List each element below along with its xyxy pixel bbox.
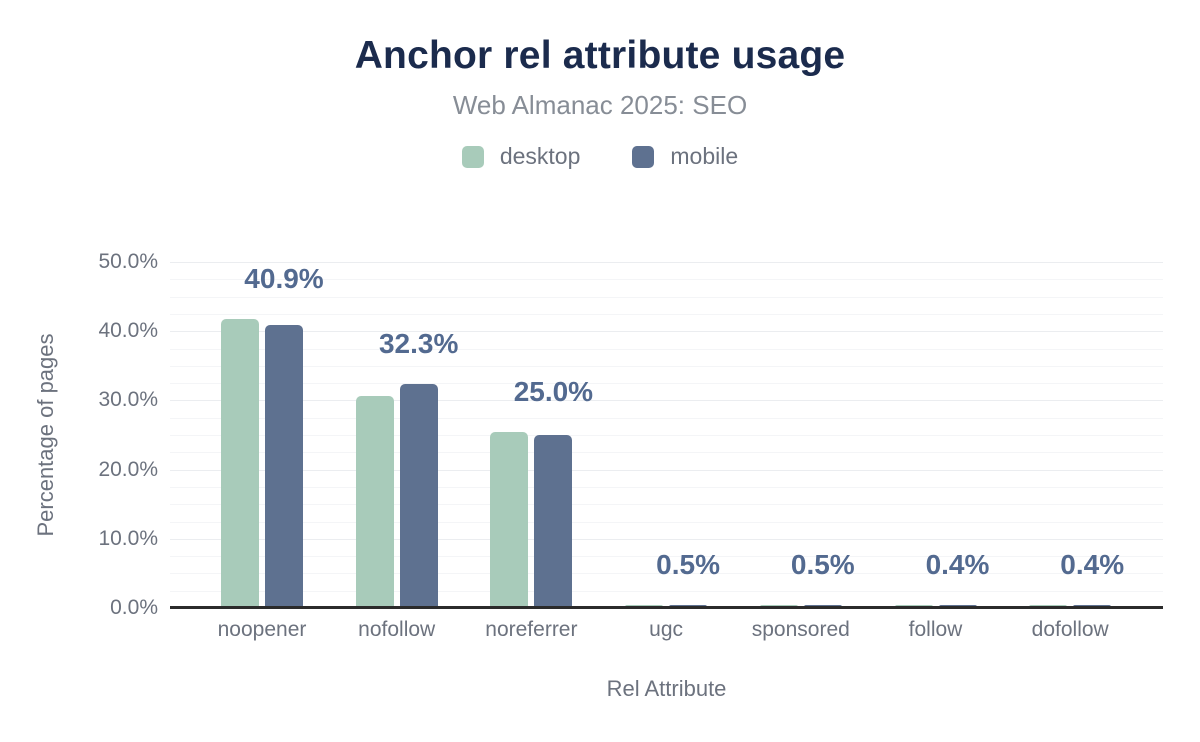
- x-tick-label-dofollow: dofollow: [1031, 618, 1109, 641]
- bar-desktop-nofollow: [355, 396, 394, 608]
- y-axis-title: Percentage of pages: [33, 333, 58, 537]
- y-tick-label: 40.0%: [98, 319, 158, 343]
- y-tick-label: 20.0%: [98, 457, 158, 481]
- gridline-minor: [170, 417, 1163, 419]
- x-tick-label-noopener: noopener: [217, 618, 307, 641]
- bar-desktop-noreferrer: [490, 431, 529, 608]
- gridline-minor: [170, 556, 1163, 558]
- chart-legend: desktop mobile: [0, 143, 1200, 170]
- gridline-minor: [170, 383, 1163, 385]
- y-tick-label: 50.0%: [98, 250, 158, 273]
- x-tick-label-noreferrer: noreferrer: [485, 618, 578, 641]
- gridline-major: [170, 469, 1163, 471]
- chart-subtitle: Web Almanac 2025: SEO: [452, 90, 748, 120]
- y-tick-label: 10.0%: [98, 526, 158, 550]
- x-tick-label-sponsored: sponsored: [751, 618, 850, 641]
- gridline-minor: [170, 590, 1163, 592]
- bar-value-label-sponsored: 0.5%: [790, 548, 855, 580]
- gridline-minor: [170, 313, 1163, 315]
- gridline-major: [170, 262, 1163, 263]
- gridline-minor: [170, 365, 1163, 367]
- gridline-major: [170, 400, 1163, 402]
- x-axis-title: Rel Attribute: [606, 676, 727, 701]
- bar-value-label-ugc: 0.5%: [656, 548, 720, 580]
- bar-value-label-nofollow: 32.3%: [378, 328, 459, 360]
- desktop-series-swatch-icon: [461, 145, 484, 168]
- y-tick-label: 30.0%: [98, 388, 158, 412]
- gridline-minor: [170, 435, 1163, 436]
- gridline-minor: [170, 452, 1163, 454]
- gridline-major: [170, 538, 1163, 540]
- legend-label-mobile: mobile: [670, 143, 739, 169]
- bar-mobile-noreferrer: [534, 435, 573, 608]
- gridline-minor: [170, 486, 1163, 488]
- x-tick-label-follow: follow: [908, 618, 963, 641]
- gridline-minor: [170, 573, 1163, 575]
- gridline-minor: [170, 348, 1163, 350]
- gridline-minor: [170, 296, 1163, 298]
- bar-mobile-noopener: [265, 324, 303, 608]
- x-tick-label-ugc: ugc: [649, 618, 684, 641]
- mobile-series-swatch-icon: [632, 145, 655, 168]
- bar-mobile-nofollow: [399, 384, 438, 608]
- y-tick-label: 0.0%: [110, 596, 158, 619]
- legend-item-desktop[interactable]: desktop: [461, 143, 581, 170]
- gridline-minor: [170, 521, 1163, 523]
- gridline-major: [170, 331, 1163, 333]
- legend-item-mobile[interactable]: mobile: [632, 143, 738, 170]
- chart-title: Anchor rel attribute usage: [354, 34, 846, 77]
- legend-label-desktop: desktop: [499, 143, 581, 169]
- x-axis-line: [170, 606, 1163, 609]
- bar-value-label-dofollow: 0.4%: [1060, 548, 1125, 580]
- bar-value-label-noreferrer: 25.0%: [513, 375, 594, 407]
- gridline-minor: [170, 279, 1163, 281]
- bar-value-label-follow: 0.4%: [925, 548, 990, 580]
- x-tick-label-nofollow: nofollow: [358, 618, 436, 641]
- gridline-minor: [170, 504, 1163, 506]
- bar-value-label-noopener: 40.9%: [244, 262, 324, 294]
- bar-desktop-noopener: [221, 318, 259, 608]
